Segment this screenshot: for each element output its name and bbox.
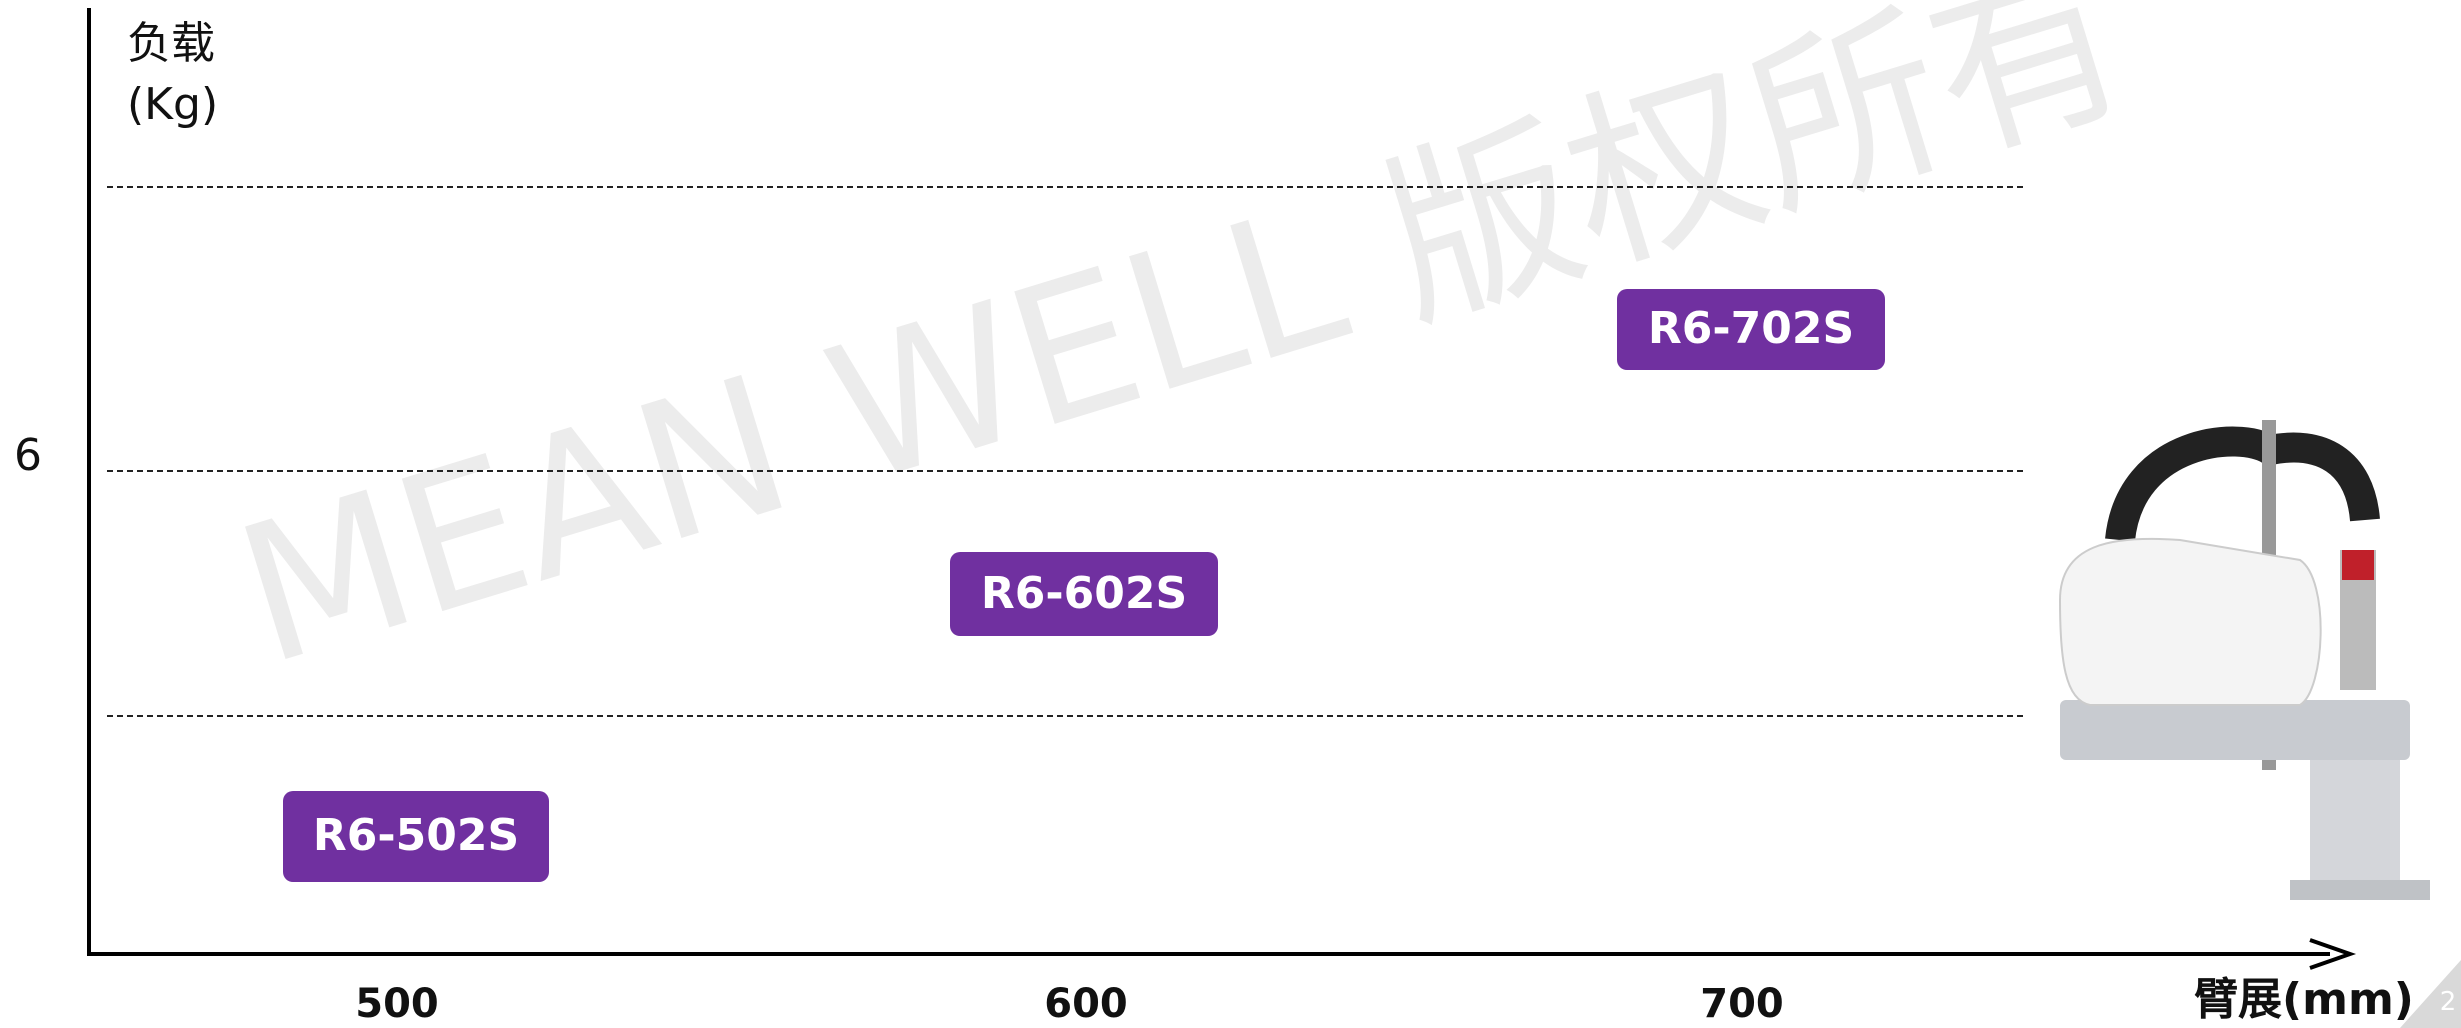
model-box: R6-502S	[283, 791, 549, 882]
robot-band	[2342, 550, 2374, 580]
robot-arm	[2060, 700, 2410, 760]
x-tick-label: 600	[1044, 981, 1128, 1027]
model-label: R6-602S	[981, 568, 1187, 619]
page-number: 2	[2440, 987, 2457, 1017]
model-box: R6-702S	[1617, 289, 1885, 370]
robot-cable	[2105, 426, 2380, 543]
box	[1617, 289, 1885, 370]
y-axis-label: 负载	[127, 18, 215, 69]
y-tick-label: 6	[14, 430, 42, 481]
x-tick-label: 700	[1700, 981, 1784, 1027]
x-axis-label: 臂展(mm)	[2194, 974, 2414, 1025]
robot-image	[2058, 420, 2430, 900]
axis-arrow	[2309, 938, 2357, 970]
robot-base	[2310, 760, 2400, 890]
page-corner	[2400, 960, 2461, 1028]
robot-foot	[2290, 880, 2430, 900]
box	[950, 552, 1218, 636]
y-axis-unit: (Kg)	[127, 79, 218, 130]
model-label: R6-502S	[313, 810, 519, 861]
model-box: R6-602S	[950, 552, 1218, 636]
model-label: R6-702S	[1648, 303, 1854, 354]
robot-body	[2058, 537, 2322, 706]
box	[283, 791, 549, 882]
x-tick-label: 500	[355, 981, 439, 1027]
